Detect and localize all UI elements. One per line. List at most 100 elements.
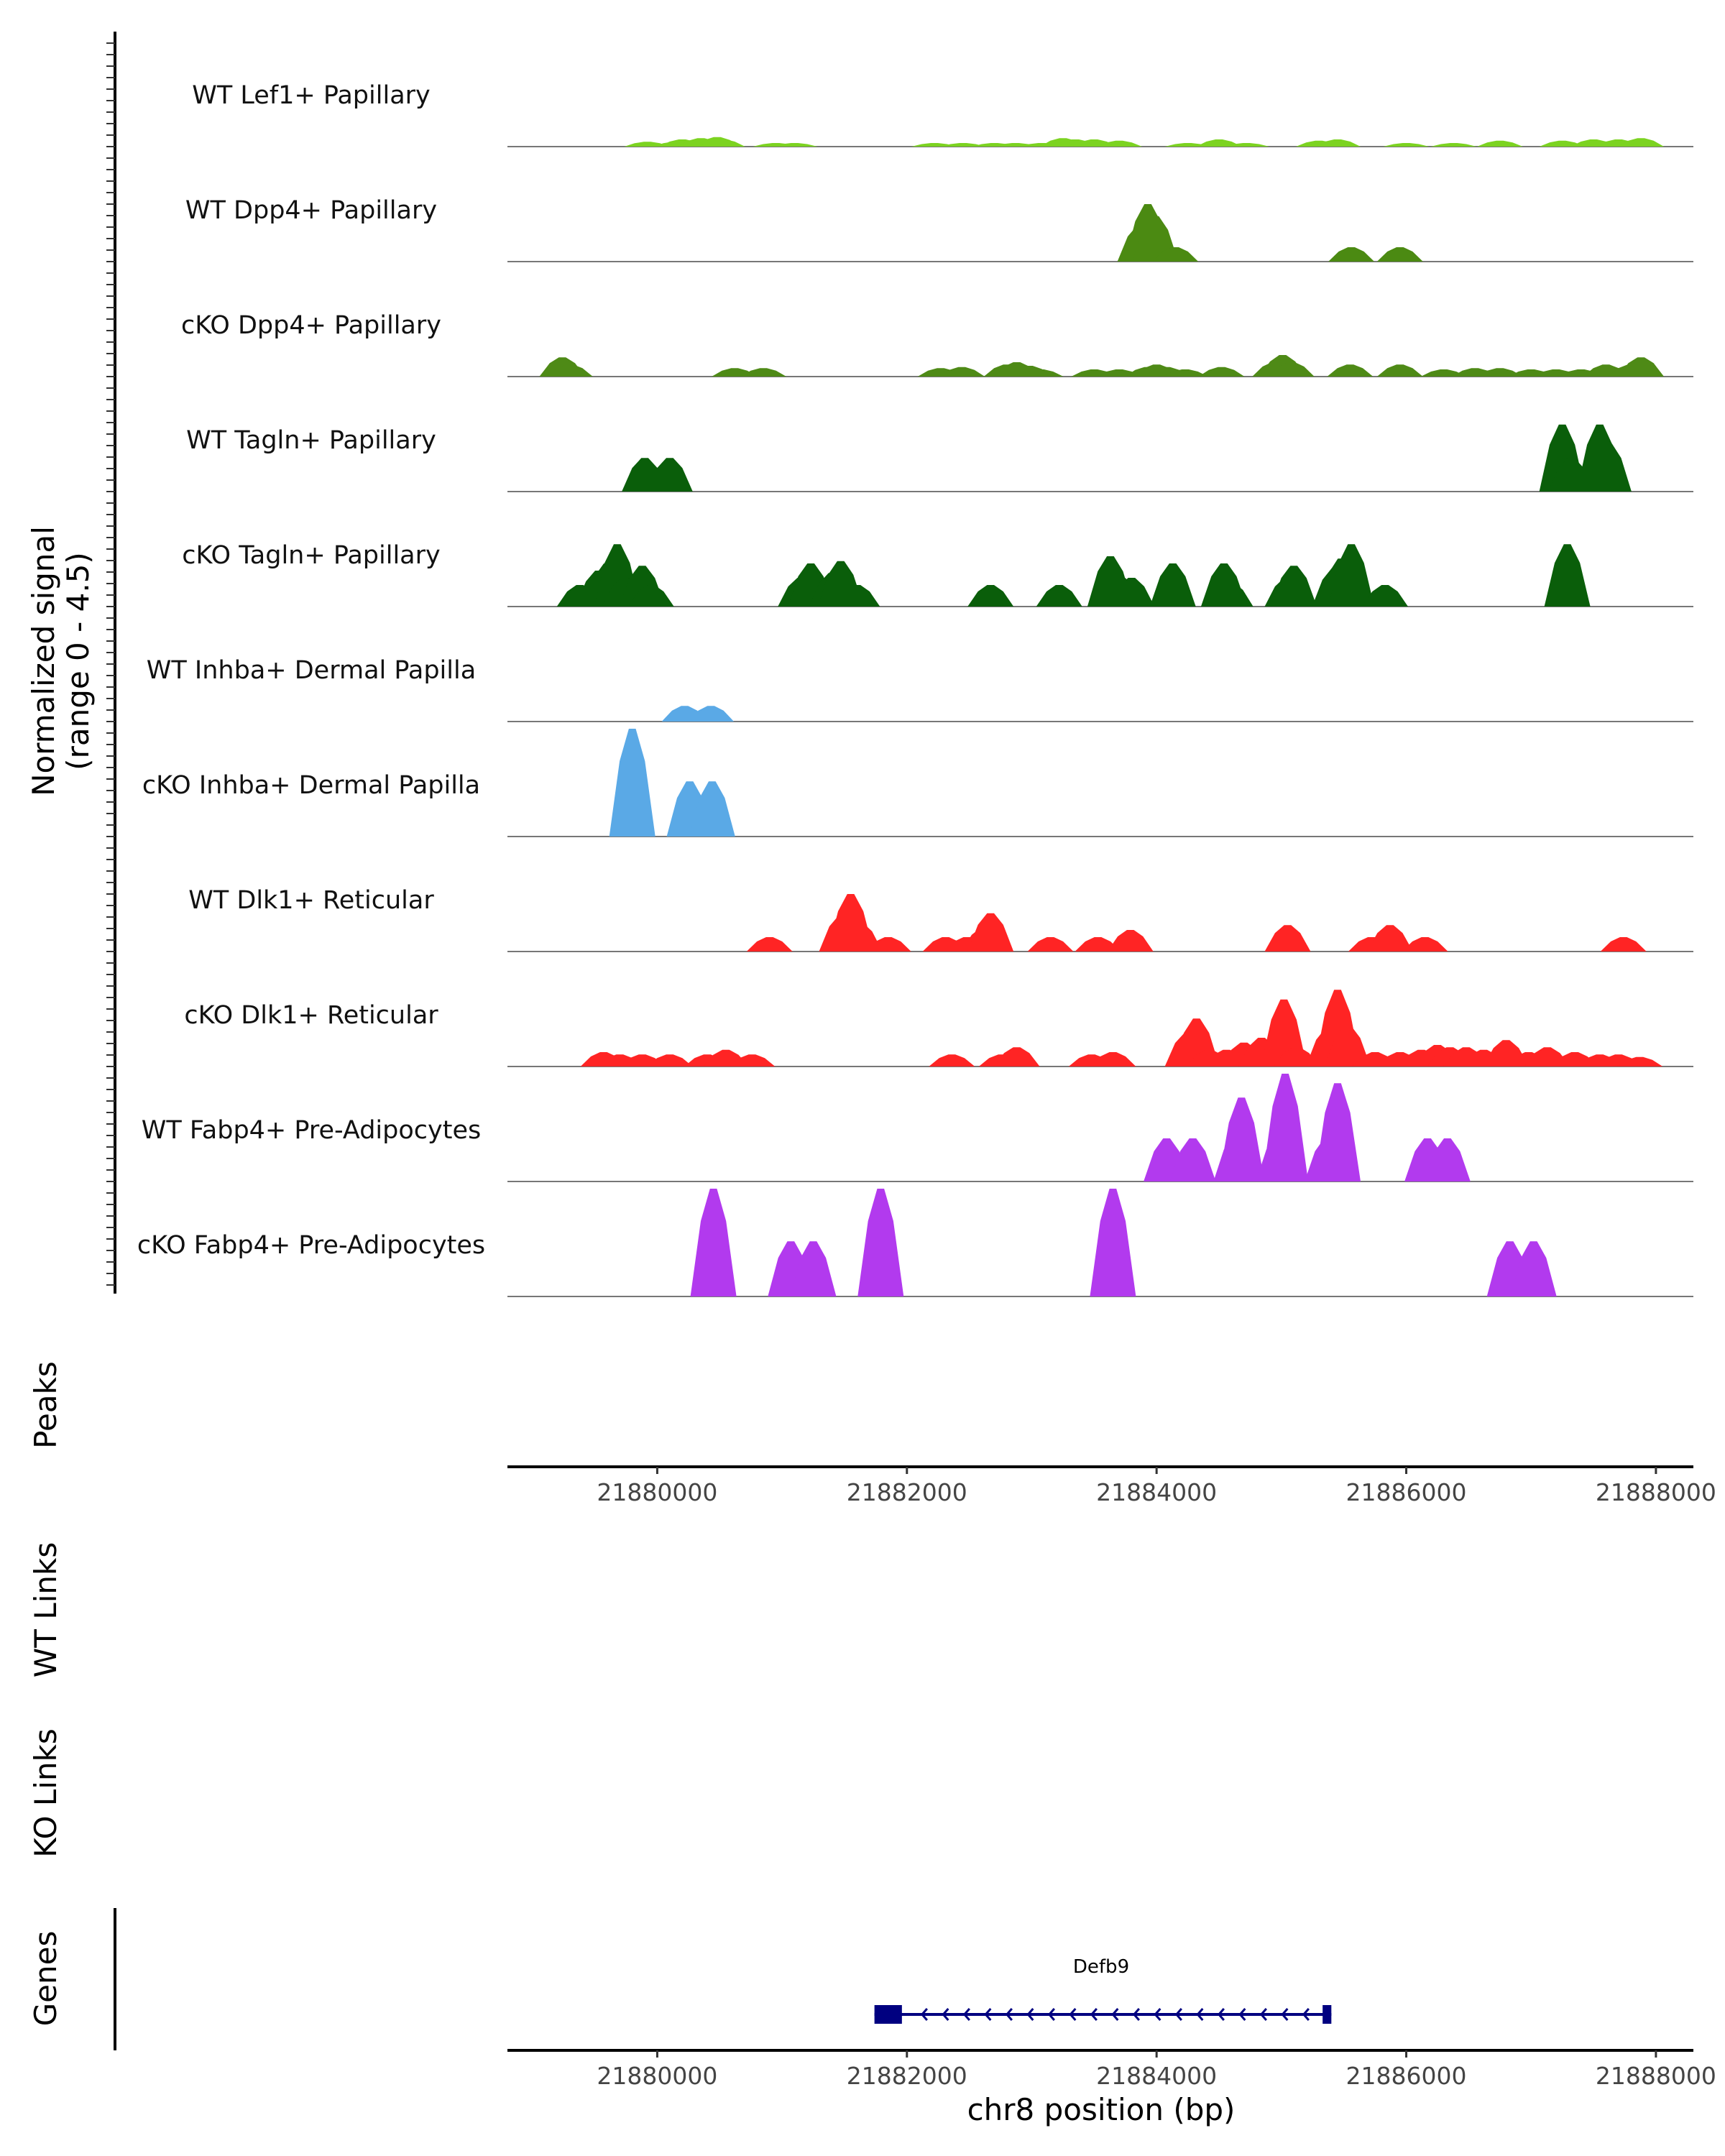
track-label-wt-inhba-dermal-papilla: WT Inhba+ Dermal Papilla — [147, 656, 476, 685]
strand-arrow — [1302, 2008, 1310, 2021]
strand-arrow — [1047, 2008, 1055, 2021]
signal-peak — [1376, 247, 1423, 262]
signal-peak — [1315, 139, 1361, 147]
signal-peak — [646, 1054, 693, 1067]
strand-arrow — [1132, 2008, 1140, 2021]
signal-peak — [1036, 585, 1082, 607]
signal-peak — [1383, 143, 1430, 147]
track-label-wt-lef1-papillary: WT Lef1+ Papillary — [192, 81, 431, 110]
signal-peak — [1430, 143, 1477, 147]
x-tick-label: 21884000 — [1096, 2062, 1217, 2090]
signal-peak — [699, 139, 745, 147]
signal-peak — [1544, 544, 1591, 607]
signal-peak — [1096, 140, 1143, 147]
signal-peak — [1090, 1189, 1136, 1296]
signal-peak — [1366, 925, 1413, 952]
signal-peak — [1362, 585, 1408, 607]
signal-peak — [690, 1189, 737, 1296]
signal-peak — [1262, 1074, 1309, 1181]
track-wt-dlk1-reticular: WT Dlk1+ Reticular — [188, 886, 1693, 952]
signal-peak — [1327, 364, 1374, 377]
signal-peak — [1152, 247, 1199, 262]
track-wt-lef1-papillary: WT Lef1+ Papillary — [192, 81, 1693, 147]
strand-arrow — [1154, 2008, 1162, 2021]
signal-peak — [1616, 1056, 1663, 1067]
genes-panel-label: Genes — [28, 1931, 63, 2027]
signal-peak — [967, 913, 1014, 952]
signal-peak — [929, 1054, 975, 1067]
signal-peak — [1264, 925, 1311, 952]
strand-arrow — [1217, 2008, 1225, 2021]
signal-peak — [939, 367, 985, 377]
x-tick-label: 21882000 — [847, 2062, 967, 2090]
signal-peak — [1315, 1083, 1361, 1181]
signal-peak — [1196, 139, 1242, 147]
signal-peak — [1107, 930, 1154, 952]
signal-peak — [1218, 1097, 1265, 1181]
signal-peak — [1198, 367, 1245, 377]
track-wt-fabp4-pre-adipocytes: WT Fabp4+ Pre-Adipocytes — [142, 1074, 1693, 1182]
track-label-cko-dpp4-papillary: cKO Dpp4+ Papillary — [181, 311, 441, 340]
signal-peak — [1268, 362, 1315, 377]
strand-arrow — [1090, 2008, 1098, 2021]
signal-peak — [740, 368, 787, 377]
wt-links-panel-label: WT Links — [28, 1542, 63, 1677]
y-axis-sublabel: (range 0 - 4.5) — [60, 552, 96, 770]
x-tick-label: 21884000 — [1096, 1478, 1217, 1506]
strand-arrow — [984, 2008, 992, 2021]
track-label-cko-tagln-papillary: cKO Tagln+ Papillary — [182, 541, 441, 570]
signal-peak — [857, 1189, 904, 1296]
strand-arrow — [1174, 2008, 1182, 2021]
x-tick-label: 21880000 — [597, 2062, 717, 2090]
signal-peak — [1324, 1026, 1371, 1067]
peaks-panel-label: Peaks — [28, 1361, 63, 1449]
x-tick-label: 21886000 — [1346, 2062, 1467, 2090]
signal-peak — [1223, 143, 1270, 147]
y-axis-label: Normalized signal — [26, 526, 61, 796]
signal-peak — [1402, 937, 1448, 952]
signal-peak — [836, 923, 883, 952]
signal-peak — [993, 1047, 1040, 1067]
signal-peak — [1600, 937, 1647, 952]
track-label-wt-dpp4-papillary: WT Dpp4+ Papillary — [185, 196, 437, 225]
strand-arrow — [1026, 2008, 1034, 2021]
x-tick-label: 21886000 — [1346, 1478, 1467, 1506]
signal-peak — [1328, 247, 1375, 262]
strand-arrow — [1196, 2008, 1204, 2021]
signal-peak — [1476, 140, 1523, 147]
signal-peak — [1017, 369, 1064, 377]
ko-links-panel-label: KO Links — [28, 1728, 63, 1858]
strand-arrow — [962, 2008, 970, 2021]
signal-peak — [627, 585, 674, 607]
track-wt-dpp4-papillary: WT Dpp4+ Papillary — [185, 196, 1693, 262]
strand-arrow — [1111, 2008, 1119, 2021]
track-cko-tagln-papillary: cKO Tagln+ Papillary — [182, 541, 1693, 607]
signal-peak — [967, 585, 1014, 607]
signal-peak — [1271, 566, 1317, 607]
signal-peak — [790, 1241, 837, 1296]
signal-peak — [729, 1054, 776, 1067]
gene-layer — [874, 2005, 1332, 2024]
strand-arrow — [920, 2008, 928, 2021]
strand-arrow — [1281, 2008, 1289, 2021]
track-cko-dpp4-papillary: cKO Dpp4+ Papillary — [181, 311, 1693, 377]
gene-label-defb9: Defb9 — [1073, 1956, 1129, 1978]
signal-peak — [746, 937, 793, 952]
signal-peak — [1162, 369, 1209, 377]
x-tick-label: 21888000 — [1596, 1478, 1716, 1506]
signal-peak — [939, 143, 986, 147]
strand-arrow — [1005, 2008, 1013, 2021]
signal-peak — [1027, 937, 1074, 952]
signal-peak — [1149, 563, 1196, 607]
signal-peak — [646, 458, 693, 492]
track-label-cko-inhba-dermal-papilla: cKO Inhba+ Dermal Papilla — [142, 771, 480, 800]
signal-peak — [1585, 443, 1632, 492]
track-cko-inhba-dermal-papilla: cKO Inhba+ Dermal Papilla — [142, 729, 1693, 837]
signal-peak — [865, 937, 911, 952]
signal-peak — [1090, 1052, 1136, 1067]
track-cko-fabp4-pre-adipocytes: cKO Fabp4+ Pre-Adipocytes — [137, 1189, 1693, 1297]
signal-peak — [1424, 1138, 1471, 1181]
x-axis-label: chr8 position (bp) — [967, 2092, 1236, 2127]
strand-arrow — [1069, 2008, 1077, 2021]
